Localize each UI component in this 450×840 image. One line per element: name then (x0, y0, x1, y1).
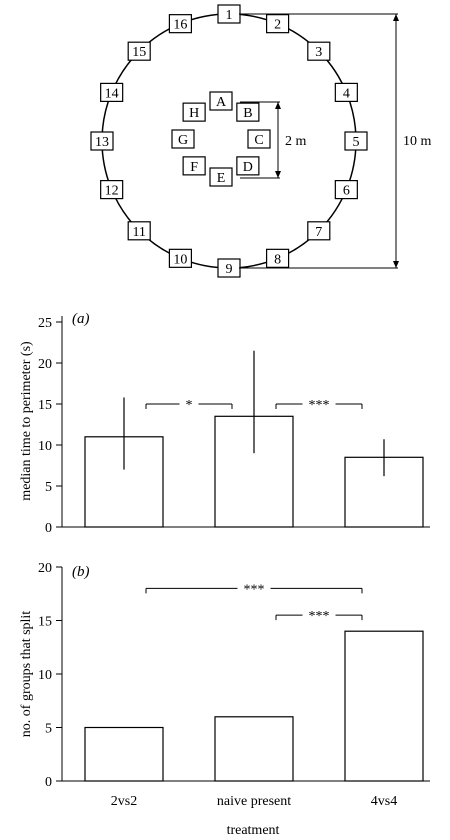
station-7: 7 (307, 221, 331, 241)
station-13: 13 (90, 131, 114, 151)
x-tick-label: 4vs4 (371, 794, 397, 809)
station-11: 11 (127, 221, 151, 241)
station-14: 14 (100, 82, 124, 102)
start-c: C (247, 129, 271, 149)
start-g-label: G (178, 133, 188, 148)
panel-a-letter: (a) (72, 311, 90, 327)
significance-bracket: *** (275, 609, 363, 624)
start-b-label: B (243, 106, 252, 121)
station-16-label: 16 (173, 18, 187, 33)
start-d-label: D (243, 160, 253, 175)
station-9: 9 (217, 258, 241, 278)
station-1-label: 1 (226, 8, 233, 23)
station-3-label: 3 (315, 45, 322, 60)
y-axis-title-a: median time to perimeter (s) (19, 341, 34, 501)
start-d: D (236, 156, 260, 176)
panel-b-letter: (b) (72, 564, 90, 580)
start-f-label: F (190, 160, 198, 175)
station-2-label: 2 (274, 18, 281, 33)
start-c-label: C (254, 133, 263, 148)
station-2: 2 (266, 14, 290, 34)
station-11-label: 11 (132, 225, 145, 240)
start-h-label: H (189, 106, 199, 121)
x-tick-label: naive present (217, 794, 291, 809)
significance-label: *** (244, 582, 265, 597)
y-tick-label: 15 (38, 615, 52, 630)
significance-label: *** (309, 609, 330, 624)
outer-dim-label: 10 m (403, 134, 432, 149)
station-6: 6 (334, 180, 358, 200)
start-h: H (182, 102, 206, 122)
y-tick-label: 25 (38, 316, 52, 331)
start-a-label: A (216, 95, 227, 110)
x-axis-title: treatment (227, 823, 280, 838)
significance-bracket: *** (275, 398, 363, 413)
inner-dim-label: 2 m (285, 134, 307, 149)
y-tick-label: 10 (38, 668, 52, 683)
y-tick-label: 5 (45, 722, 52, 737)
y-tick-label: 10 (38, 439, 52, 454)
station-1: 1 (217, 4, 241, 24)
station-16: 16 (168, 14, 192, 34)
station-7-label: 7 (315, 225, 322, 240)
station-15-label: 15 (132, 45, 146, 60)
station-9-label: 9 (226, 262, 233, 277)
station-6-label: 6 (343, 184, 350, 199)
y-tick-label: 20 (38, 561, 52, 576)
x-tick-label: 2vs2 (111, 794, 137, 809)
station-12-label: 12 (105, 184, 119, 199)
station-8-label: 8 (274, 252, 281, 267)
panel-b-chart: 0 5 10 15 20 *** *** 2vs2 naive present 4vs4 (b… (19, 561, 430, 838)
start-g: G (171, 129, 195, 149)
station-13-label: 13 (95, 135, 109, 150)
station-5-label: 5 (353, 135, 360, 150)
y-tick-label: 20 (38, 357, 52, 372)
station-4: 4 (334, 82, 358, 102)
inner-dimension: 2 m (240, 101, 307, 179)
y-axis-title-b: no. of groups that split (19, 611, 34, 737)
start-a: A (209, 91, 233, 111)
y-tick-label: 0 (45, 775, 52, 790)
y-tick-label: 5 (45, 480, 52, 495)
station-3: 3 (307, 41, 331, 61)
significance-bracket: * (145, 398, 233, 413)
start-b: B (236, 102, 260, 122)
station-10: 10 (168, 248, 192, 268)
outer-dimension: 10 m (239, 13, 432, 269)
significance-label: * (186, 398, 193, 413)
start-e: E (209, 167, 233, 187)
start-e-label: E (217, 171, 226, 186)
bar-4vs4 (344, 630, 424, 782)
start-f: F (182, 156, 206, 176)
station-15: 15 (127, 41, 151, 61)
station-4-label: 4 (343, 86, 350, 101)
significance-label: *** (309, 398, 330, 413)
y-tick-label: 15 (38, 398, 52, 413)
bar-2vs2 (84, 726, 164, 782)
station-5: 5 (344, 131, 368, 151)
y-tick-label: 0 (45, 521, 52, 536)
bar-naive-present (214, 716, 294, 782)
significance-bracket: *** (145, 582, 363, 597)
station-10-label: 10 (173, 252, 187, 267)
station-8: 8 (266, 248, 290, 268)
station-14-label: 14 (105, 86, 119, 101)
station-12: 12 (100, 180, 124, 200)
